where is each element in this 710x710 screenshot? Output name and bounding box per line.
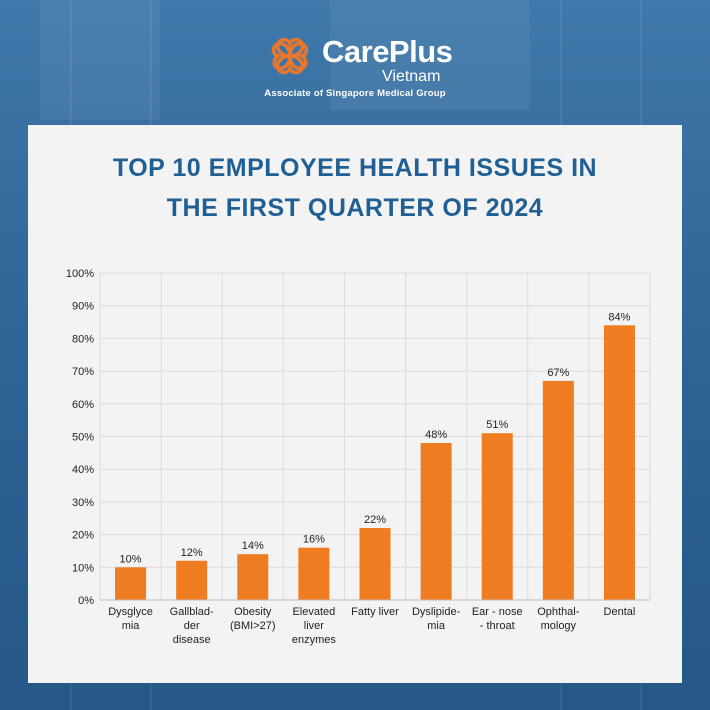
x-tick-label-line: Dysglyce <box>108 606 153 618</box>
x-tick-label-line: Dyslipide- <box>412 606 461 618</box>
bar <box>298 547 330 600</box>
x-tick-label-line: mology <box>541 620 577 632</box>
data-label: 12% <box>181 547 203 559</box>
chart-title-line-1: TOP 10 EMPLOYEE HEALTH ISSUES IN <box>112 154 598 182</box>
x-tick-label: Dysglyce mia <box>108 606 153 632</box>
x-tick-label: Dental <box>604 606 636 618</box>
x-tick-label-line: (BMI>27) <box>230 620 276 632</box>
y-tick-label: 70% <box>72 366 94 378</box>
y-tick-label: 60% <box>72 399 94 411</box>
data-label: 10% <box>120 553 142 565</box>
y-tick-label: 80% <box>72 333 94 345</box>
bar <box>481 433 513 600</box>
bar <box>420 443 452 600</box>
x-tick-label-line: disease <box>173 634 211 646</box>
data-label: 14% <box>242 540 264 552</box>
bar <box>359 528 391 600</box>
bar <box>176 560 208 600</box>
x-tick-label: Fatty liver <box>351 606 399 618</box>
x-tick-label-line: liver <box>304 620 325 632</box>
window-pane <box>330 0 530 110</box>
y-tick-label: 30% <box>72 497 94 509</box>
x-tick-label: Gallblad-der disease <box>170 606 214 646</box>
x-tick-label-line: mia <box>427 620 446 632</box>
x-tick-label-line: Ear - nose <box>472 606 523 618</box>
y-tick-label: 0% <box>78 595 94 607</box>
x-tick-label: Ophthal-mology <box>537 606 580 632</box>
bar <box>542 380 574 600</box>
x-tick-label-line: Gallblad- <box>170 606 214 618</box>
x-tick-label-line: mia <box>122 620 141 632</box>
brand-tagline: Associate of Singapore Medical Group <box>264 88 446 99</box>
brand-header: CarePlus Vietnam Associate of Singapore … <box>0 22 710 102</box>
x-tick-label-line: Fatty liver <box>351 606 399 618</box>
brand-name: CarePlus <box>322 34 453 69</box>
careplus-logo-icon <box>271 37 309 75</box>
x-tick-label: Dyslipide-mia <box>412 606 461 632</box>
data-label: 67% <box>547 367 569 379</box>
x-tick-label-line: der <box>184 620 200 632</box>
x-tick-label: Elevated liver enzymes <box>292 606 337 646</box>
x-tick-label-line: Elevated <box>292 606 335 618</box>
y-tick-label: 10% <box>72 562 94 574</box>
brand-subname: Vietnam <box>382 68 441 85</box>
x-tick-label: Ear - nose - throat <box>472 606 523 632</box>
x-tick-label-line: - throat <box>480 620 515 632</box>
chart-title-line-2: THE FIRST QUARTER OF 2024 <box>166 194 544 222</box>
x-tick-label-line: Obesity <box>234 606 272 618</box>
window-pane <box>40 0 160 120</box>
y-tick-label: 40% <box>72 464 94 476</box>
x-tick-label-line: Dental <box>604 606 636 618</box>
data-label: 16% <box>303 534 325 546</box>
data-label: 84% <box>608 311 630 323</box>
y-tick-label: 20% <box>72 530 94 542</box>
bar <box>603 325 635 600</box>
data-label: 48% <box>425 429 447 441</box>
bar <box>115 567 147 600</box>
y-tick-label: 50% <box>72 432 94 444</box>
x-tick-label-line: enzymes <box>292 634 337 646</box>
chart-title: TOP 10 EMPLOYEE HEALTH ISSUES IN THE FIR… <box>0 148 710 228</box>
y-tick-label: 90% <box>72 301 94 313</box>
x-tick-label: Obesity (BMI>27) <box>230 606 276 632</box>
y-tick-label: 100% <box>66 268 94 280</box>
bar <box>237 554 269 600</box>
x-tick-label-line: Ophthal- <box>537 606 580 618</box>
data-label: 51% <box>486 419 508 431</box>
data-label: 22% <box>364 514 386 526</box>
